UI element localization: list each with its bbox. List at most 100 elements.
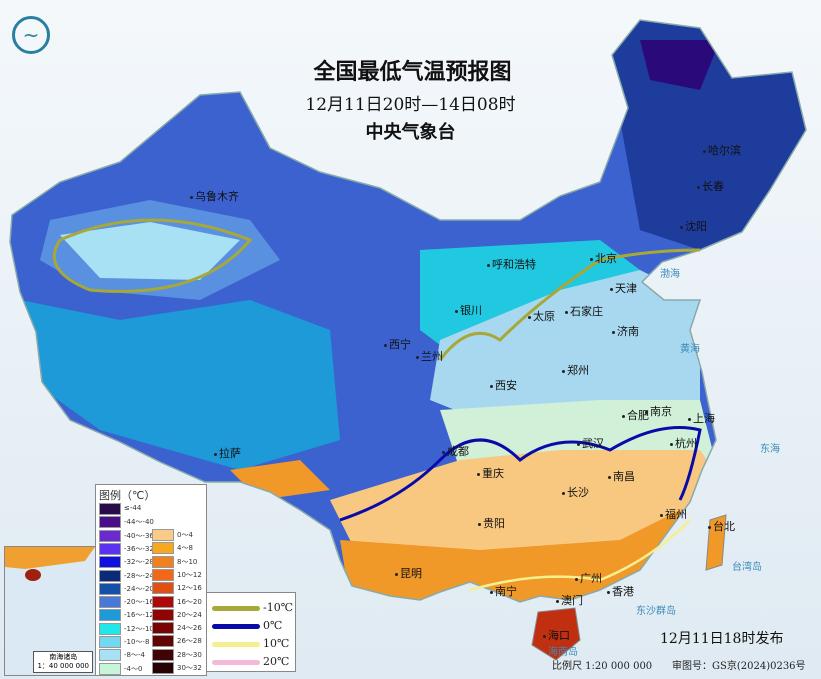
city-name: 郑州 [567, 364, 589, 377]
legend-swatch [152, 568, 174, 581]
city-label: 福州 [660, 506, 687, 522]
city-dot-icon [680, 225, 683, 229]
legend-label: 30～32 [177, 664, 202, 672]
city-dot-icon [608, 475, 611, 479]
city-label: 上海 [688, 410, 715, 426]
forecast-period: 12月11日20时—14日08时 [305, 95, 516, 115]
city-label: 武汉 [577, 435, 604, 451]
sea-label: 东沙群岛 [636, 606, 676, 617]
city-label: 海口 [543, 627, 570, 643]
city-dot-icon [384, 343, 387, 347]
legend-swatch [152, 635, 174, 648]
city-label: 台北 [708, 518, 735, 534]
legend-label: ≤-44 [124, 504, 142, 512]
city-dot-icon [708, 525, 711, 529]
isotherm-line-sample [212, 624, 260, 629]
zone-plateau [20, 300, 340, 470]
legend-swatch [152, 622, 174, 635]
city-name: 长沙 [567, 486, 589, 499]
zone-south [340, 510, 690, 602]
sea-label: 东海 [760, 444, 780, 455]
inset-title: 南海诸岛 [49, 653, 78, 661]
city-label: 郑州 [562, 362, 589, 378]
city-label: 太原 [528, 308, 555, 324]
legend-swatch [152, 529, 174, 541]
legend-swatch [152, 662, 174, 674]
city-name: 合肥 [627, 409, 649, 422]
isotherm-minus10-north [438, 248, 701, 361]
legend-label: -36～-32 [124, 544, 154, 553]
city-label: 沈阳 [680, 218, 707, 234]
city-name: 拉萨 [219, 447, 241, 460]
issuer: 中央气象台 [365, 122, 456, 143]
city-name: 武汉 [582, 437, 604, 450]
city-dot-icon [565, 310, 568, 314]
city-label: 合肥 [622, 407, 649, 423]
legend-label: 28～30 [177, 650, 202, 659]
isotherm-label: 10℃ [263, 637, 290, 650]
city-name: 银川 [460, 304, 482, 317]
legend-label: -16～-12 [124, 611, 154, 620]
city-label: 广州 [575, 570, 602, 586]
city-dot-icon [455, 309, 458, 313]
city-label: 长沙 [562, 484, 589, 500]
city-dot-icon [590, 257, 593, 261]
city-dot-icon [612, 330, 615, 334]
city-dot-icon [645, 410, 648, 414]
city-label: 天津 [610, 280, 637, 296]
legend-label: -8～-4 [124, 651, 145, 660]
map-scale: 比例尺 1:20 000 000 [552, 661, 653, 672]
legend-label: -4～0 [124, 664, 143, 673]
legend-swatch [99, 503, 121, 515]
city-dot-icon [395, 572, 398, 576]
city-dot-icon [490, 590, 493, 594]
border [9, 19, 807, 603]
city-name: 兰州 [421, 350, 443, 363]
city-name: 西宁 [389, 338, 411, 351]
legend-swatch [99, 662, 121, 675]
isotherm-10 [469, 519, 691, 592]
city-name: 沈阳 [685, 220, 707, 233]
legend-swatch [99, 596, 121, 609]
legend-swatch [99, 582, 121, 595]
city-dot-icon [697, 185, 700, 189]
city-dot-icon [478, 522, 481, 526]
legend-label: 4～8 [177, 544, 193, 553]
legend-label: -44～-40 [124, 518, 154, 527]
legend-swatch [152, 595, 174, 608]
legend-swatch [99, 609, 121, 622]
legend-label: -12～-10 [124, 624, 154, 633]
zone-plain [430, 270, 700, 420]
legend-label: -10～-8 [124, 638, 150, 646]
city-label: 呼和浩特 [487, 256, 536, 272]
city-dot-icon [477, 472, 480, 476]
sea-label: 海南岛 [548, 647, 578, 658]
south-china-sea-inset: 南海诸岛 1：40 000 000 [4, 546, 96, 676]
inset-caption: 南海诸岛 1：40 000 000 [33, 651, 93, 673]
city-dot-icon [660, 513, 663, 517]
city-name: 石家庄 [570, 305, 603, 318]
city-dot-icon [577, 442, 580, 446]
cma-logo-icon: ~ [12, 16, 50, 54]
city-name: 济南 [617, 325, 639, 338]
city-label: 成都 [442, 443, 469, 459]
legend-label: 10～12 [177, 570, 202, 579]
city-name: 成都 [447, 445, 469, 458]
legend-swatch [152, 608, 174, 621]
city-label: 西安 [490, 377, 517, 393]
legend-label: 24～26 [177, 624, 202, 633]
inset-scale: 1：40 000 000 [37, 662, 89, 670]
legend-swatch [99, 556, 121, 569]
legend-swatch [152, 582, 174, 595]
city-name: 澳门 [561, 594, 583, 607]
taiwan-island [705, 514, 727, 571]
city-label: 西宁 [384, 336, 411, 352]
zone-tarim-basin [60, 222, 240, 280]
legend-swatch [99, 622, 121, 635]
city-dot-icon [575, 577, 578, 581]
legend-swatch [152, 648, 174, 661]
city-name: 杭州 [675, 437, 697, 450]
city-label: 南昌 [608, 468, 635, 484]
city-name: 福州 [665, 508, 687, 521]
legend-swatch [99, 569, 121, 582]
